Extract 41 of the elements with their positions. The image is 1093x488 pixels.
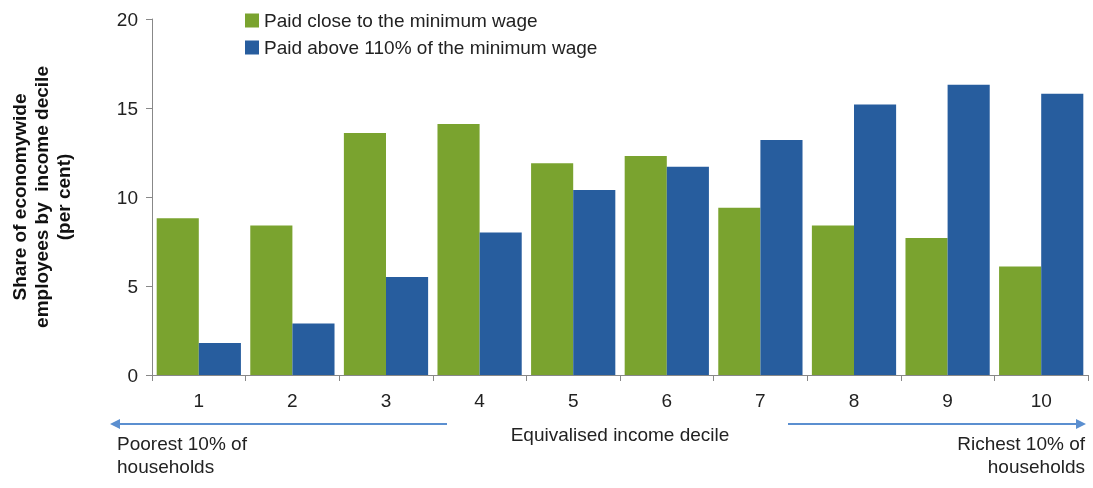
x-tick-label: 5 — [567, 390, 579, 411]
x-tick-label: 9 — [942, 390, 953, 411]
y-tick-label: 15 — [116, 97, 138, 119]
bar — [343, 132, 386, 375]
text: Poorest 10% of households — [117, 432, 248, 478]
bar — [292, 323, 335, 375]
bar — [854, 104, 897, 375]
bar — [156, 218, 199, 375]
bar — [250, 225, 293, 375]
bar — [198, 342, 241, 375]
x-axis-title: Equivalised income decile — [510, 424, 730, 445]
bar — [573, 189, 616, 375]
bar — [718, 207, 761, 375]
x-tick-label: 3 — [380, 390, 392, 411]
y-tick-label: 0 — [127, 364, 138, 386]
x-tick-label: 10 — [1030, 390, 1052, 411]
bar — [666, 166, 709, 375]
x-tick-label: 8 — [848, 390, 860, 411]
bar — [811, 225, 854, 375]
bar — [479, 232, 522, 375]
bar — [1041, 93, 1084, 375]
legend-label: Paid above 110% of the minimum wage — [264, 37, 598, 58]
text: Richest 10% of households — [956, 432, 1085, 478]
x-tick-label: 4 — [474, 390, 486, 411]
y-tick-label: 10 — [116, 186, 138, 208]
bar — [905, 237, 948, 375]
bar — [531, 163, 574, 375]
bar — [437, 124, 480, 375]
x-tick-label: 7 — [755, 390, 766, 411]
bar — [386, 277, 429, 375]
x-tick-label: 1 — [193, 390, 205, 411]
y-axis-title: Share of economywide employees by income decile (per cent) — [8, 66, 74, 328]
x-tick-label: 6 — [661, 390, 673, 411]
y-tick-label: 5 — [127, 275, 138, 297]
bar — [760, 140, 803, 375]
bar — [947, 84, 990, 375]
x-tick-label: 2 — [287, 390, 298, 411]
bar — [999, 266, 1042, 375]
bar — [624, 156, 667, 375]
legend-label: Paid close to the minimum wage — [264, 10, 538, 31]
y-tick-label: 20 — [116, 8, 138, 30]
